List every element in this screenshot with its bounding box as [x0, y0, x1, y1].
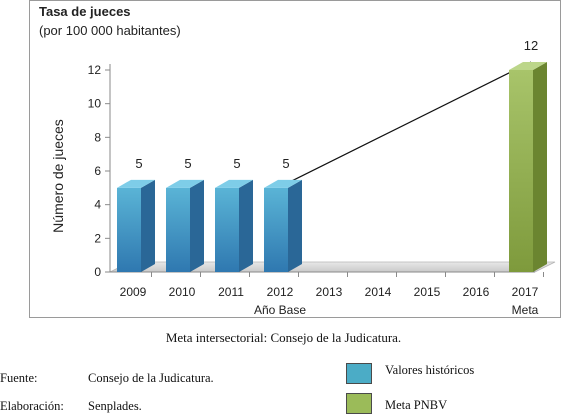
x-tick-label: 2014: [365, 285, 392, 299]
y-tick-label: 8: [94, 130, 101, 144]
y-tick-label: 4: [94, 198, 101, 212]
y-tick-label: 0: [94, 265, 101, 279]
x-tick-label: 2009: [120, 285, 147, 299]
x-tick-sublabel: Año Base: [254, 303, 306, 317]
y-tick-label: 2: [94, 231, 101, 245]
source-value: Consejo de la Judicatura.: [88, 371, 214, 385]
elaboration-label: Elaboración:: [0, 399, 64, 413]
legend-swatch-historic: [346, 363, 372, 384]
legend-label-goal: Meta PNBV: [385, 398, 448, 412]
data-label: 5: [184, 156, 191, 171]
x-tick-label: 2012: [267, 285, 294, 299]
x-tick-label: 2017: [512, 285, 539, 299]
x-tick-label: 2011: [218, 285, 244, 299]
data-label: 5: [135, 156, 142, 171]
legend-swatch-goal: [346, 393, 372, 414]
bar-historic: [215, 179, 253, 272]
legend-label-historic: Valores históricos: [385, 363, 475, 377]
chart-frame: Tasa de jueces (por 100 000 habitantes) …: [29, 0, 561, 318]
source-label: Fuente:: [0, 371, 38, 385]
y-tick-label: 6: [94, 164, 101, 178]
bar-historic: [166, 179, 204, 272]
data-label: 5: [282, 156, 289, 171]
x-tick-label: 2010: [169, 285, 196, 299]
x-tick-label: 2013: [316, 285, 343, 299]
elaboration-value: Senplades.: [88, 399, 142, 413]
trend-line: [281, 61, 532, 187]
chart-caption: Meta intersectorial: Consejo de la Judic…: [165, 330, 402, 345]
chart-title: Tasa de jueces: [39, 4, 131, 19]
bar-historic: [117, 179, 155, 272]
bar-goal: [509, 62, 547, 272]
data-label: 12: [524, 38, 538, 53]
bar-historic: [264, 179, 302, 272]
data-label: 5: [233, 156, 240, 171]
x-tick-label: 2015: [414, 285, 441, 299]
bar-chart: Tasa de jueces (por 100 000 habitantes) …: [39, 4, 556, 317]
y-axis-label: Número de jueces: [50, 119, 66, 233]
chart-subtitle: (por 100 000 habitantes): [39, 23, 181, 38]
x-tick-label: 2016: [463, 285, 490, 299]
y-tick-label: 10: [88, 97, 102, 111]
x-tick-sublabel: Meta: [512, 303, 539, 317]
y-tick-label: 12: [88, 63, 102, 77]
